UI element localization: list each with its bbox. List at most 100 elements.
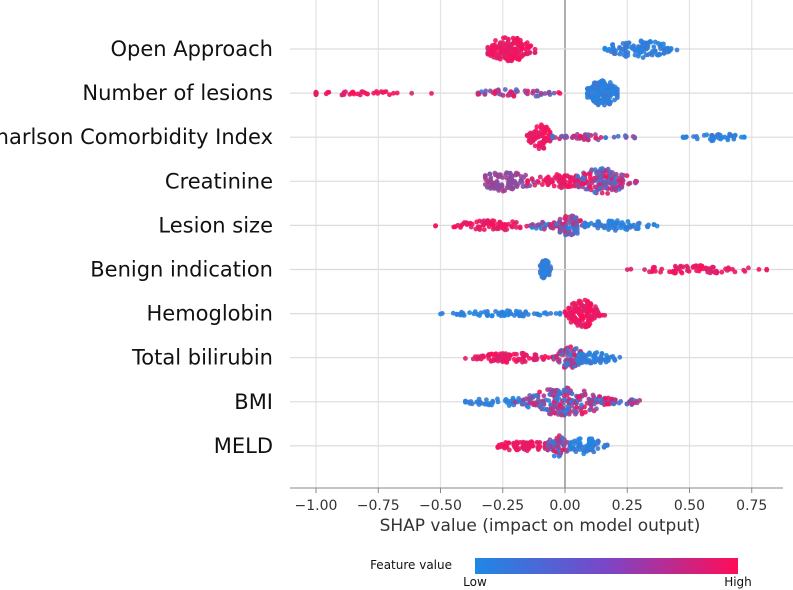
shap-point bbox=[514, 52, 519, 58]
shap-point bbox=[387, 92, 392, 98]
shap-point bbox=[599, 190, 605, 196]
shap-point bbox=[524, 352, 529, 358]
shap-point bbox=[487, 88, 493, 94]
shap-point bbox=[504, 308, 510, 314]
shap-point bbox=[515, 41, 521, 47]
shap-point bbox=[599, 87, 605, 93]
shap-point bbox=[582, 171, 588, 177]
shap-point bbox=[438, 311, 443, 317]
shap-point bbox=[535, 178, 541, 184]
shap-point bbox=[632, 52, 638, 58]
shap-point bbox=[551, 439, 556, 444]
shap-point bbox=[492, 91, 498, 97]
shap-point bbox=[746, 265, 751, 271]
shap-point bbox=[536, 397, 541, 403]
shap-point bbox=[561, 387, 567, 393]
shap-point bbox=[582, 297, 588, 303]
shap-point bbox=[546, 398, 552, 403]
feature-row: Lesion size bbox=[158, 213, 660, 237]
shap-point bbox=[520, 350, 526, 356]
shap-point bbox=[613, 171, 619, 177]
shap-point bbox=[633, 47, 638, 52]
shap-point bbox=[542, 91, 548, 96]
shap-point bbox=[579, 181, 585, 186]
shap-point bbox=[534, 88, 540, 94]
feature-label: Charlson Comorbidity Index bbox=[0, 125, 273, 149]
grid-lines bbox=[290, 0, 793, 488]
shap-point bbox=[528, 443, 533, 448]
shap-point bbox=[548, 311, 554, 316]
shap-point bbox=[627, 180, 633, 186]
shap-point bbox=[537, 403, 542, 409]
feature-label: MELD bbox=[214, 434, 273, 458]
shap-point bbox=[608, 219, 614, 224]
shap-point bbox=[503, 222, 509, 228]
shap-point bbox=[551, 183, 557, 189]
shap-point bbox=[602, 312, 608, 318]
shap-point bbox=[617, 354, 623, 360]
shap-point bbox=[558, 225, 564, 230]
shap-point bbox=[505, 170, 510, 176]
shap-point bbox=[612, 186, 617, 192]
shap-point bbox=[568, 224, 574, 230]
shap-point bbox=[595, 446, 601, 451]
shap-point bbox=[617, 51, 623, 57]
shap-point bbox=[638, 38, 644, 44]
shap-point bbox=[581, 357, 586, 363]
shap-point bbox=[590, 83, 596, 89]
shap-point bbox=[569, 439, 575, 445]
shap-point bbox=[506, 403, 512, 408]
shap-point bbox=[648, 39, 654, 45]
colorbar bbox=[475, 558, 738, 574]
shap-point bbox=[572, 352, 577, 358]
shap-point bbox=[631, 43, 636, 49]
shap-point bbox=[343, 89, 348, 95]
shap-point bbox=[572, 400, 578, 406]
shap-point bbox=[553, 311, 559, 316]
shap-point bbox=[500, 93, 506, 98]
shap-point bbox=[517, 446, 522, 451]
shap-point bbox=[502, 188, 508, 193]
shap-point bbox=[635, 221, 641, 227]
shap-point bbox=[716, 132, 721, 137]
shap-point bbox=[509, 176, 515, 182]
shap-point bbox=[339, 92, 345, 98]
shap-point bbox=[668, 47, 674, 52]
shap-point bbox=[462, 220, 468, 226]
shap-point bbox=[467, 310, 472, 316]
shap-point bbox=[570, 311, 575, 317]
shap-point bbox=[649, 52, 655, 58]
shap-point bbox=[487, 171, 493, 177]
shap-point bbox=[597, 182, 602, 188]
shap-point bbox=[544, 407, 550, 413]
shap-point bbox=[497, 351, 503, 357]
x-tick-label: 0.75 bbox=[736, 498, 767, 514]
x-tick-label: −1.00 bbox=[295, 498, 338, 514]
shap-point bbox=[611, 134, 617, 140]
shap-point bbox=[562, 216, 568, 221]
shap-point bbox=[514, 220, 519, 225]
shap-point bbox=[563, 362, 568, 368]
shap-point bbox=[528, 396, 534, 401]
feature-rows: Open Approach Number of lesions Charlson C… bbox=[0, 35, 770, 459]
shap-point bbox=[524, 133, 530, 139]
shap-point bbox=[459, 312, 465, 318]
shap-point bbox=[482, 173, 488, 179]
shap-point bbox=[499, 183, 505, 189]
shap-point bbox=[504, 227, 510, 232]
shap-point bbox=[485, 46, 491, 52]
shap-point bbox=[586, 222, 591, 228]
shap-point bbox=[574, 404, 579, 410]
shap-point bbox=[582, 448, 588, 454]
shap-point bbox=[593, 93, 599, 99]
shap-point bbox=[560, 405, 566, 411]
shap-point bbox=[613, 397, 618, 403]
shap-point bbox=[505, 356, 511, 362]
shap-point bbox=[577, 352, 582, 358]
shap-point bbox=[641, 48, 647, 54]
shap-point bbox=[564, 349, 570, 355]
shap-point bbox=[536, 222, 541, 228]
shap-point bbox=[533, 128, 539, 134]
shap-point bbox=[575, 178, 580, 184]
shap-point bbox=[602, 46, 608, 52]
